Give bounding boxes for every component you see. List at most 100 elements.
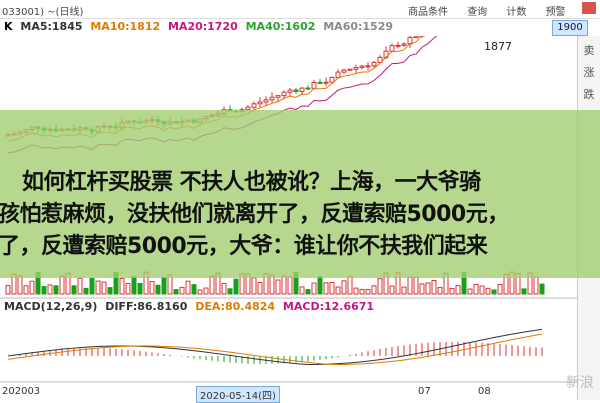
- volume-bar: [30, 281, 34, 294]
- volume-bar: [282, 276, 286, 294]
- ma5-value: MA5:1845: [20, 20, 82, 33]
- caption-line-1: 如何杠杆买股票 不扶人也被讹？上海，一大爷骑: [22, 164, 600, 196]
- toolbar-link-query[interactable]: 查询: [467, 7, 487, 18]
- volume-bar: [48, 285, 52, 294]
- volume-bar: [162, 277, 166, 294]
- volume-bar: [336, 287, 340, 294]
- macd-legend: MACD(12,26,9) DIFF:86.8160 DEA:80.4824 M…: [0, 300, 600, 314]
- volume-bar: [198, 290, 202, 294]
- right-panel-sell[interactable]: 卖: [578, 42, 600, 58]
- volume-bar: [234, 279, 238, 294]
- candle-body: [318, 82, 322, 83]
- volume-bar: [330, 282, 334, 294]
- volume-bar: [204, 288, 208, 294]
- toolbar-link-count[interactable]: 计数: [506, 7, 526, 18]
- volume-bar: [138, 284, 142, 294]
- macd-value: MACD:12.6671: [283, 300, 374, 313]
- watermark: 新浪: [566, 372, 594, 392]
- date-cursor: 2020-05-14(四): [196, 386, 280, 403]
- volume-bar: [366, 289, 370, 294]
- ma60-value: MA60:1529: [323, 20, 393, 33]
- candle-body: [360, 66, 364, 67]
- toolbar-links: 商品条件 查询 计数 预警: [408, 3, 582, 18]
- candle-body: [294, 90, 298, 91]
- close-icon[interactable]: [582, 2, 596, 14]
- candle-body: [402, 44, 406, 45]
- ma20-value: MA20:1720: [168, 20, 238, 33]
- volume-bar: [252, 278, 256, 294]
- volume-bar: [402, 287, 406, 294]
- volume-bar: [486, 288, 490, 294]
- volume-bar: [210, 276, 214, 294]
- volume-bar: [102, 282, 106, 294]
- candle-body: [264, 100, 268, 102]
- candle-body: [354, 67, 358, 69]
- volume-bar: [480, 286, 484, 294]
- candle-body: [300, 88, 304, 91]
- volume-bar: [522, 289, 526, 294]
- volume-bar: [192, 285, 196, 294]
- volume-bar: [438, 287, 442, 294]
- volume-bar: [408, 277, 412, 294]
- date-tick-3: 07: [418, 386, 431, 397]
- candle-body: [342, 70, 346, 72]
- candle-body: [348, 69, 352, 70]
- volume-bar: [474, 284, 478, 294]
- volume-bar: [420, 284, 424, 294]
- volume-bar: [360, 289, 364, 294]
- candle-body: [252, 104, 256, 107]
- toolbar-link-alert[interactable]: 预警: [546, 7, 566, 18]
- caption-line-2: 孩怕惹麻烦，没扶他们就离开了，反遭索赔5000元，: [0, 196, 598, 228]
- volume-bar: [42, 287, 46, 294]
- volume-bar: [318, 277, 322, 294]
- volume-bar: [84, 288, 88, 294]
- candle-body: [288, 90, 292, 92]
- volume-bar: [72, 286, 76, 294]
- volume-bar: [90, 278, 94, 294]
- volume-bar: [186, 281, 190, 294]
- candle-body: [414, 36, 418, 37]
- volume-bar: [414, 277, 418, 294]
- candle-body: [306, 88, 310, 89]
- volume-bar: [24, 286, 28, 294]
- volume-bar: [378, 279, 382, 294]
- volume-bar: [78, 278, 82, 294]
- ma-legend: K MA5:1845 MA10:1812 MA20:1720 MA40:1602…: [0, 20, 600, 36]
- macd-diff-line: [8, 329, 542, 364]
- volume-bar: [468, 289, 472, 294]
- candle-body: [330, 77, 334, 82]
- k-label: K: [4, 20, 13, 33]
- volume-bar: [150, 282, 154, 294]
- volume-bar: [108, 288, 112, 294]
- candle-body: [396, 45, 400, 46]
- macd-dea: DEA:80.4824: [195, 300, 275, 313]
- candle-body: [270, 97, 274, 100]
- volume-bar: [258, 283, 262, 294]
- volume-bar: [300, 287, 304, 294]
- candle-body: [390, 46, 394, 52]
- right-panel-fall[interactable]: 跌: [578, 86, 600, 102]
- candle-body: [282, 92, 286, 95]
- macd-diff: DIFF:86.8160: [105, 300, 187, 313]
- volume-bar: [60, 276, 64, 294]
- volume-bar: [126, 284, 130, 294]
- toolbar-link-conditions[interactable]: 商品条件: [408, 7, 448, 18]
- candle-body: [276, 96, 280, 98]
- volume-bar: [120, 278, 124, 294]
- stock-code: 033001) ~(日线): [2, 3, 83, 18]
- volume-bar: [540, 284, 544, 294]
- date-axis: 202003 2020-05-14(四) 07 08: [0, 384, 600, 400]
- top-toolbar: 033001) ~(日线) 商品条件 查询 计数 预警: [0, 0, 600, 19]
- date-tick-4: 08: [478, 386, 491, 397]
- volume-bar: [180, 287, 184, 294]
- candle-body: [336, 72, 340, 77]
- volume-bar: [372, 286, 376, 294]
- volume-bar: [228, 289, 232, 294]
- right-panel-rise[interactable]: 涨: [578, 64, 600, 80]
- volume-bar: [288, 277, 292, 294]
- volume-bar: [306, 290, 310, 294]
- volume-bar: [450, 288, 454, 294]
- volume-bar: [456, 286, 460, 294]
- volume-bar: [342, 281, 346, 294]
- price-tag: 1900: [552, 20, 588, 36]
